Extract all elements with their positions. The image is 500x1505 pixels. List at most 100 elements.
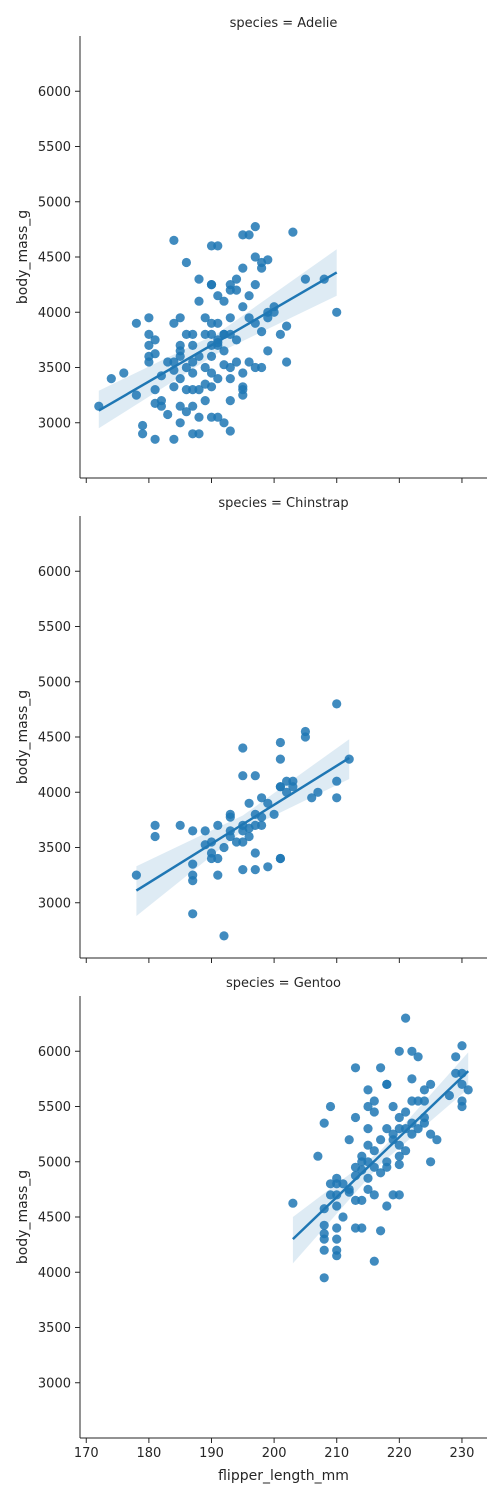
y-tick-label: 5000 xyxy=(38,195,71,210)
y-tick-label: 3000 xyxy=(38,416,71,431)
data-point xyxy=(319,1273,329,1283)
data-point xyxy=(344,1187,354,1197)
y-tick-label: 5500 xyxy=(38,140,71,155)
data-point xyxy=(150,335,160,345)
data-point xyxy=(194,429,204,439)
y-tick-label: 5500 xyxy=(38,620,71,635)
data-point xyxy=(213,241,223,251)
data-point xyxy=(407,1129,417,1139)
data-point xyxy=(188,429,198,439)
data-point xyxy=(332,1190,342,1200)
data-point xyxy=(463,1085,473,1095)
facet-title: species = Adelie xyxy=(230,16,338,31)
data-point xyxy=(363,1173,373,1183)
data-point xyxy=(150,349,160,359)
data-point xyxy=(225,374,235,384)
data-point xyxy=(376,1168,386,1178)
data-point xyxy=(194,412,204,422)
x-tick-label: 200 xyxy=(262,1446,287,1461)
data-point xyxy=(206,412,217,422)
data-point xyxy=(181,362,191,373)
data-point xyxy=(219,296,229,306)
data-point xyxy=(206,351,217,361)
data-point xyxy=(238,263,248,273)
data-point xyxy=(332,699,342,709)
data-point xyxy=(188,385,198,395)
y-tick-label: 4000 xyxy=(38,786,71,801)
y-tick-label: 4500 xyxy=(38,1211,71,1226)
data-point xyxy=(363,1184,373,1194)
data-point xyxy=(238,302,248,312)
data-point xyxy=(244,357,254,367)
data-point xyxy=(181,257,191,268)
data-point xyxy=(332,776,342,786)
data-point xyxy=(181,385,191,395)
data-point xyxy=(188,368,198,378)
y-tick-label: 3500 xyxy=(38,841,71,856)
data-point xyxy=(181,329,191,339)
y-tick-label: 5500 xyxy=(38,1100,71,1115)
data-point xyxy=(350,1063,361,1073)
data-point xyxy=(288,227,298,237)
data-point xyxy=(319,1220,329,1230)
data-point xyxy=(407,1118,417,1128)
data-point xyxy=(363,1101,373,1112)
data-point xyxy=(257,820,267,831)
data-point xyxy=(213,820,223,831)
data-point xyxy=(169,434,179,444)
data-point xyxy=(250,362,260,373)
data-point xyxy=(206,329,217,339)
y-tick-label: 4500 xyxy=(38,251,71,266)
data-point xyxy=(394,1190,404,1200)
y-tick-label: 6000 xyxy=(38,85,71,100)
data-point xyxy=(419,1085,429,1095)
data-point xyxy=(376,1063,386,1073)
data-point xyxy=(388,1101,398,1112)
data-point xyxy=(156,401,166,411)
data-point xyxy=(206,241,217,251)
data-point xyxy=(275,737,285,748)
data-point xyxy=(363,1140,373,1150)
data-point xyxy=(257,362,267,373)
data-point xyxy=(131,390,141,400)
data-point xyxy=(194,296,204,306)
data-point xyxy=(394,1159,404,1170)
data-point xyxy=(175,374,185,384)
data-point xyxy=(175,820,185,831)
data-point xyxy=(206,382,217,392)
data-point xyxy=(238,390,248,400)
data-point xyxy=(288,782,298,792)
y-tick-label: 5000 xyxy=(38,1155,71,1170)
data-point xyxy=(257,263,267,273)
data-point xyxy=(138,420,148,431)
facet-panel-0: species = Adelie body_mass_g 3000 3500 4000 4… xyxy=(15,16,487,483)
data-point xyxy=(250,865,260,875)
data-point xyxy=(263,255,273,265)
data-point xyxy=(451,1052,461,1062)
data-point xyxy=(206,368,217,378)
data-point xyxy=(413,1096,423,1106)
regression-line xyxy=(292,1070,470,1241)
data-point xyxy=(457,1101,467,1112)
y-tick-label: 4000 xyxy=(38,306,71,321)
data-point xyxy=(188,357,198,367)
data-point xyxy=(225,396,235,406)
data-point xyxy=(231,285,242,295)
data-point xyxy=(225,426,235,436)
data-point xyxy=(144,329,154,339)
data-point xyxy=(213,374,223,384)
data-point xyxy=(238,743,248,753)
data-point xyxy=(457,1041,467,1051)
y-axis-label: body_mass_g xyxy=(15,690,31,784)
data-point xyxy=(382,1162,392,1172)
data-point xyxy=(206,280,217,290)
data-point xyxy=(194,385,204,395)
data-point xyxy=(238,230,248,240)
data-point xyxy=(376,1135,386,1145)
data-point xyxy=(144,313,154,323)
data-point xyxy=(150,385,160,395)
data-point xyxy=(457,1079,467,1089)
y-axis-label: body_mass_g xyxy=(15,1170,31,1264)
data-point xyxy=(451,1068,461,1078)
